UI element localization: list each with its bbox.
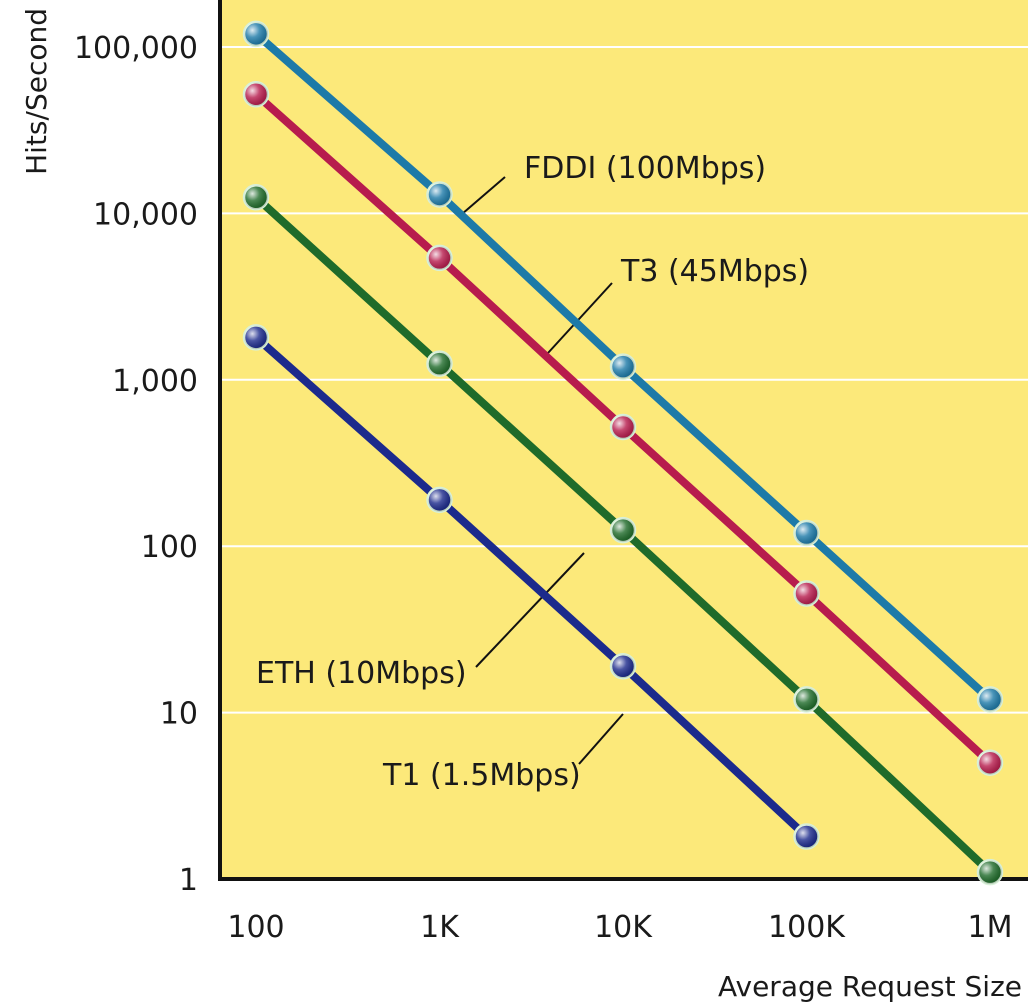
data-point (609, 353, 637, 380)
data-point (426, 486, 453, 514)
data-point (793, 580, 820, 607)
callout-line (475, 552, 585, 668)
y-tick-label: 1 (179, 863, 198, 898)
data-point (793, 519, 820, 547)
y-tick-label: 100 (141, 530, 198, 565)
x-tick-label: 10K (594, 910, 653, 945)
series-callouts (461, 176, 624, 765)
series-line-3 (252, 333, 811, 841)
y-axis-label: Hits/Second (20, 8, 53, 175)
callout-line (547, 282, 613, 354)
axes (218, 0, 1028, 881)
y-tick-label: 1,000 (112, 364, 198, 399)
series-label: FDDI (100Mbps) (524, 151, 766, 186)
x-tick-label: 1M (968, 910, 1013, 945)
data-point (976, 858, 1004, 886)
data-point (426, 181, 453, 208)
series-label: ETH (10Mbps) (256, 656, 467, 691)
tick-labels: 1 10 100 1,000 10,000 100,000 100 1K 10K 100K 1M (74, 31, 1013, 945)
data-point (976, 686, 1004, 713)
data-point (609, 652, 637, 680)
x-tick-label: 1K (420, 910, 460, 945)
data-point (242, 20, 270, 48)
callout-line (461, 176, 506, 215)
y-tick-label: 10,000 (93, 197, 198, 232)
data-point (242, 324, 270, 351)
data-point (426, 350, 453, 377)
callout-line (578, 713, 624, 765)
data-points (242, 20, 1004, 886)
series-label: T3 (45Mbps) (620, 254, 809, 289)
data-point (976, 749, 1004, 776)
data-point (242, 184, 270, 211)
y-tick-label: 10 (160, 697, 198, 732)
data-point (793, 823, 820, 850)
y-tick-label: 100,000 (74, 31, 198, 66)
x-tick-label: 100K (768, 910, 846, 945)
data-point (609, 516, 637, 544)
data-point (242, 81, 270, 108)
series-label: T1 (1.5Mbps) (382, 758, 581, 793)
data-point (793, 686, 820, 713)
series-labels: FDDI (100Mbps) T3 (45Mbps) ETH (10Mbps) T1 … (256, 151, 809, 793)
data-point (609, 413, 637, 441)
x-tick-label: 100 (227, 910, 284, 945)
gridlines (222, 46, 1028, 714)
x-axis-label: Average Request Size (718, 970, 1022, 1003)
data-point (426, 244, 453, 272)
